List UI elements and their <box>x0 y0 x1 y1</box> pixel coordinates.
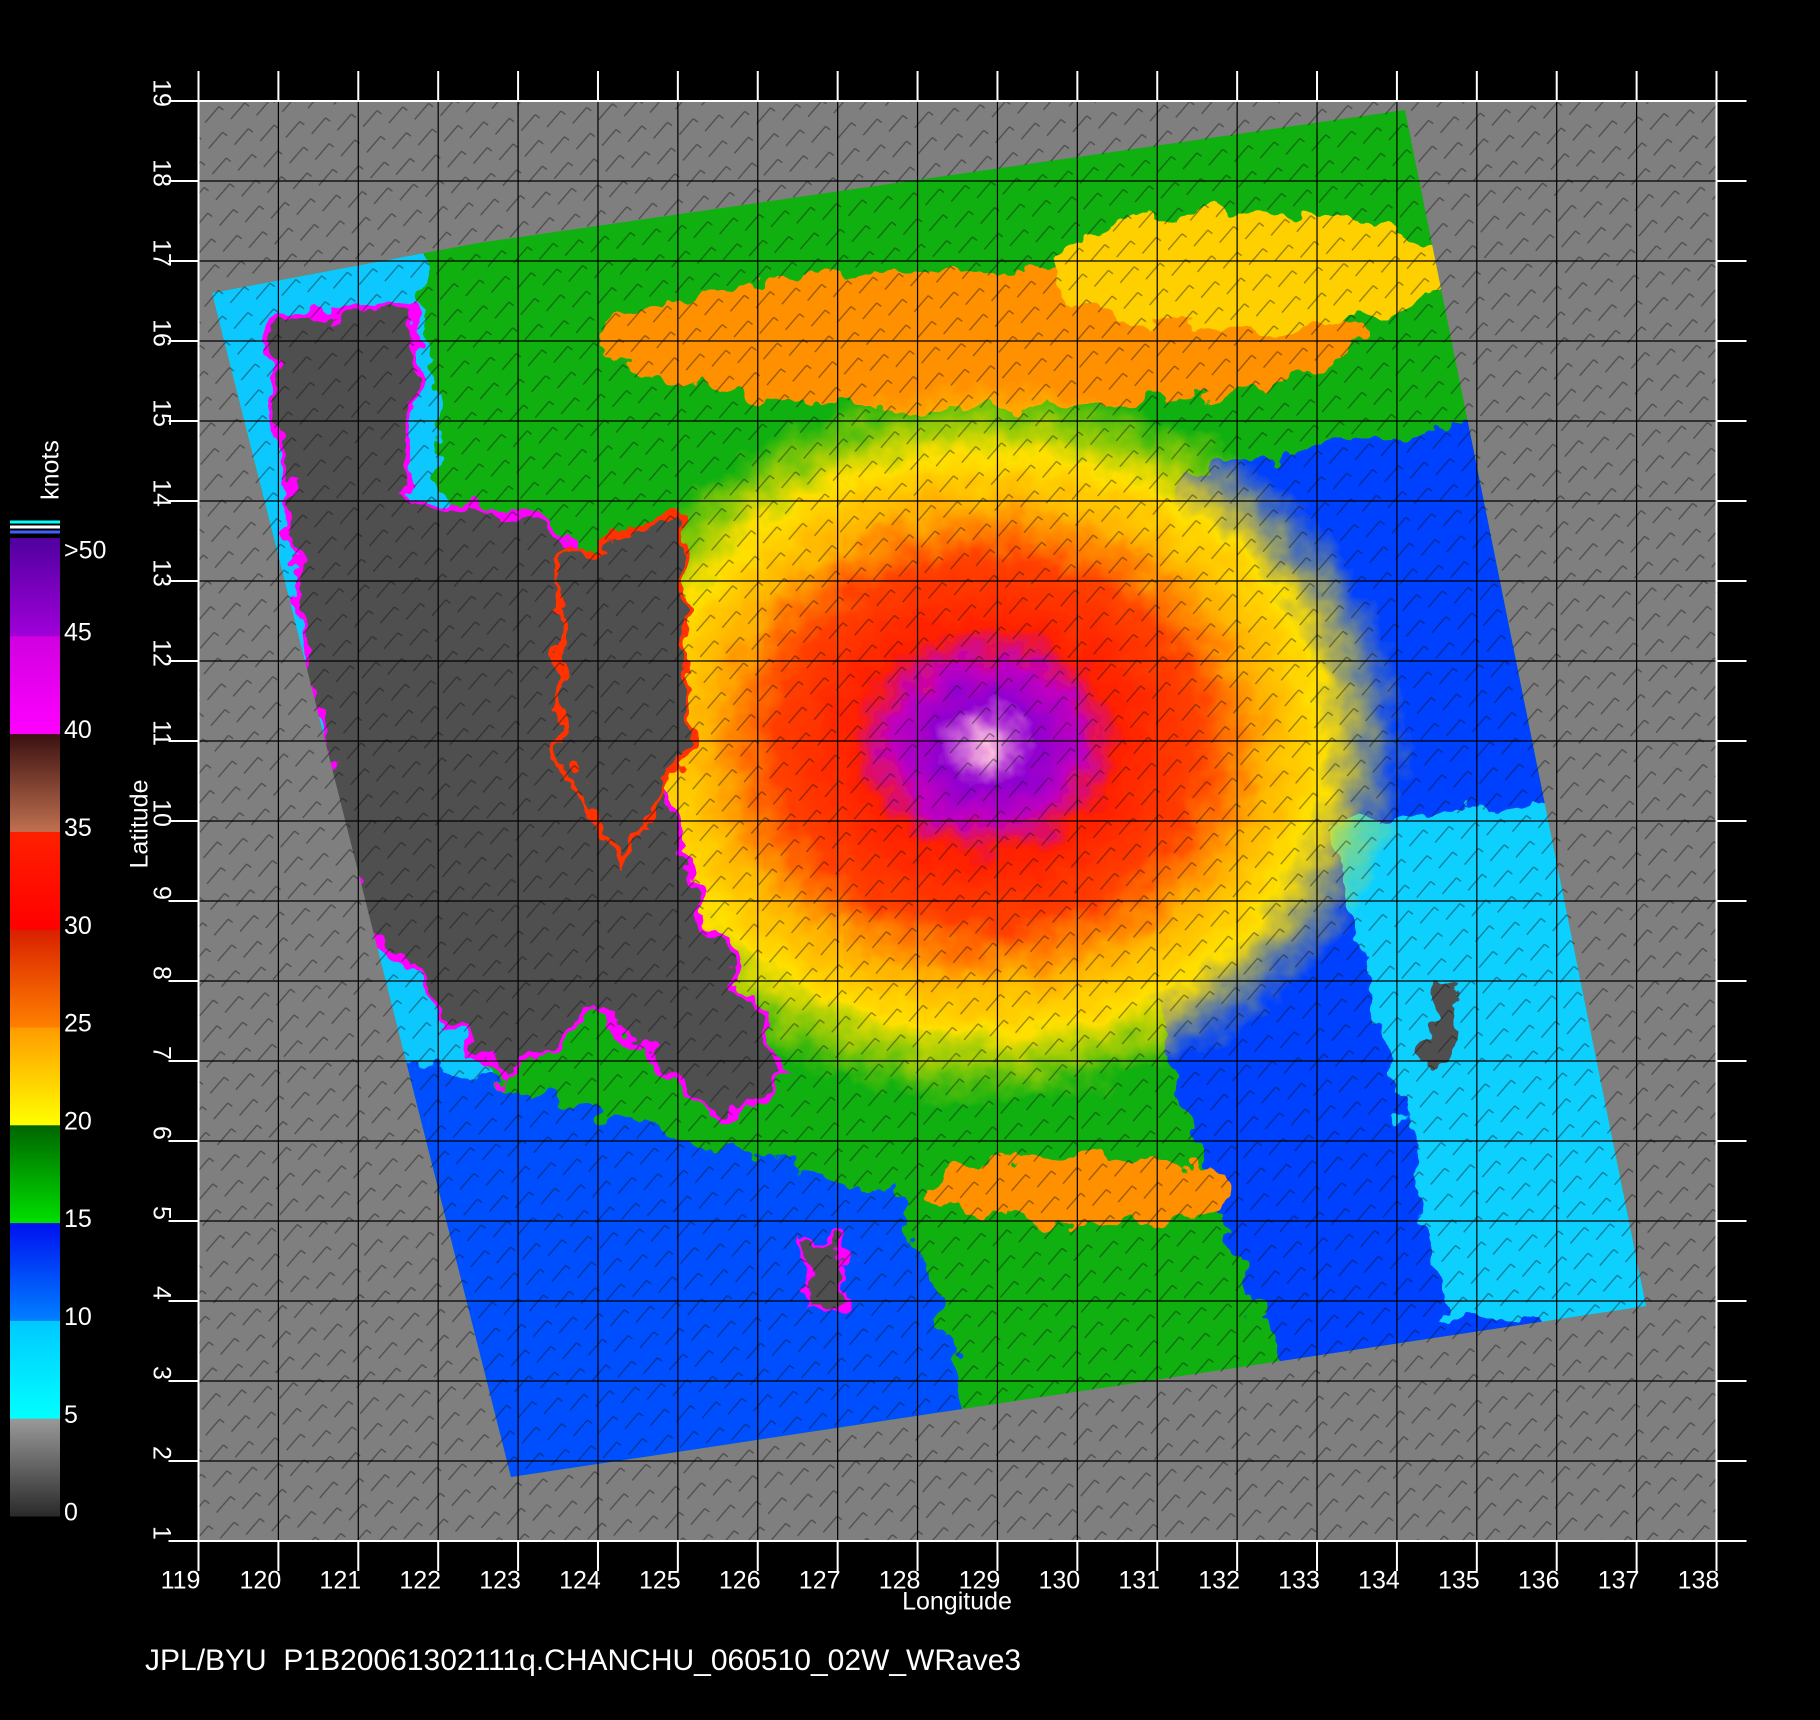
colorbar-band <box>10 1222 60 1321</box>
x-tick-label: 137 <box>1598 1567 1640 1595</box>
x-tick-label: 134 <box>1358 1567 1400 1595</box>
y-tick-label: 10 <box>147 799 175 827</box>
x-tick-label: 130 <box>1038 1567 1080 1595</box>
y-tick-label: 11 <box>147 720 175 746</box>
y-tick-label: 18 <box>147 159 175 187</box>
x-axis-label: Longitude <box>902 1588 1012 1616</box>
x-tick-label: 124 <box>559 1567 601 1595</box>
y-tick-label: 3 <box>147 1366 175 1380</box>
y-tick-label: 7 <box>147 1046 175 1060</box>
y-tick-label: 14 <box>147 479 175 507</box>
colorbar-band <box>10 1418 60 1517</box>
x-tick-label: 120 <box>240 1567 282 1595</box>
x-tick-label: 126 <box>719 1567 761 1595</box>
colorbar-label: 30 <box>64 912 92 940</box>
colorbar-band <box>10 831 60 930</box>
x-tick-label: 129 <box>959 1567 1001 1595</box>
colorbar-unit: knots <box>37 440 65 500</box>
y-tick-label: 4 <box>147 1286 175 1300</box>
x-tick-label: 131 <box>1118 1567 1160 1595</box>
x-tick-label: 121 <box>319 1567 361 1595</box>
x-tick-label: 136 <box>1518 1567 1560 1595</box>
colorbar-label: 25 <box>64 1010 92 1038</box>
colorbar-label: 20 <box>64 1107 92 1135</box>
y-tick-label: 13 <box>147 559 175 587</box>
y-tick-label: 6 <box>147 1126 175 1140</box>
footer: JPL/BYU P1B20061302111q.CHANCHU_060510_0… <box>145 1644 1021 1677</box>
colorbar-band <box>10 1124 60 1224</box>
colorbar-label: 40 <box>64 716 92 744</box>
x-tick-label: 135 <box>1438 1567 1480 1595</box>
colorbar-band <box>10 733 60 832</box>
y-axis-label: Latitude <box>126 780 154 869</box>
y-tick-label: 12 <box>147 639 175 667</box>
x-tick-label: 127 <box>799 1567 841 1595</box>
colorbar-band <box>10 1320 60 1419</box>
colorbar-label: 45 <box>64 618 92 646</box>
y-tick-label: 16 <box>147 319 175 347</box>
x-tick-label: 128 <box>879 1567 921 1595</box>
y-tick-label: 5 <box>147 1206 175 1220</box>
colorbar: knots 0 5 10 15 20 25 30 35 40 45 >50 <box>10 440 106 1527</box>
x-tick-label: 122 <box>399 1567 441 1595</box>
colorbar-band <box>10 635 60 735</box>
y-tick-label: 19 <box>147 79 175 107</box>
x-tick-label: 125 <box>639 1567 681 1595</box>
colorbar-label: 5 <box>64 1401 78 1429</box>
y-tick-label: 8 <box>147 966 175 980</box>
colorbar-label: 0 <box>64 1499 78 1527</box>
colorbar-band <box>10 1027 60 1126</box>
x-tick-label: 133 <box>1278 1567 1320 1595</box>
colorbar-label: 35 <box>64 814 92 842</box>
colorbar-band <box>10 929 60 1028</box>
x-tick-label: 119 <box>161 1567 201 1595</box>
colorbar-band <box>10 538 60 637</box>
y-tick-label: 15 <box>147 399 175 427</box>
x-tick-label: 123 <box>479 1567 521 1595</box>
y-tick-label: 2 <box>147 1446 175 1460</box>
y-tick-label: 1 <box>147 1526 175 1540</box>
x-tick-label: 132 <box>1198 1567 1240 1595</box>
y-tick-label: 17 <box>147 239 175 267</box>
colorbar-label: 15 <box>64 1205 92 1233</box>
y-tick-label: 9 <box>147 886 175 900</box>
colorbar-label: >50 <box>64 537 106 565</box>
x-tick-label: 138 <box>1678 1567 1720 1595</box>
colorbar-label: 10 <box>64 1303 92 1331</box>
